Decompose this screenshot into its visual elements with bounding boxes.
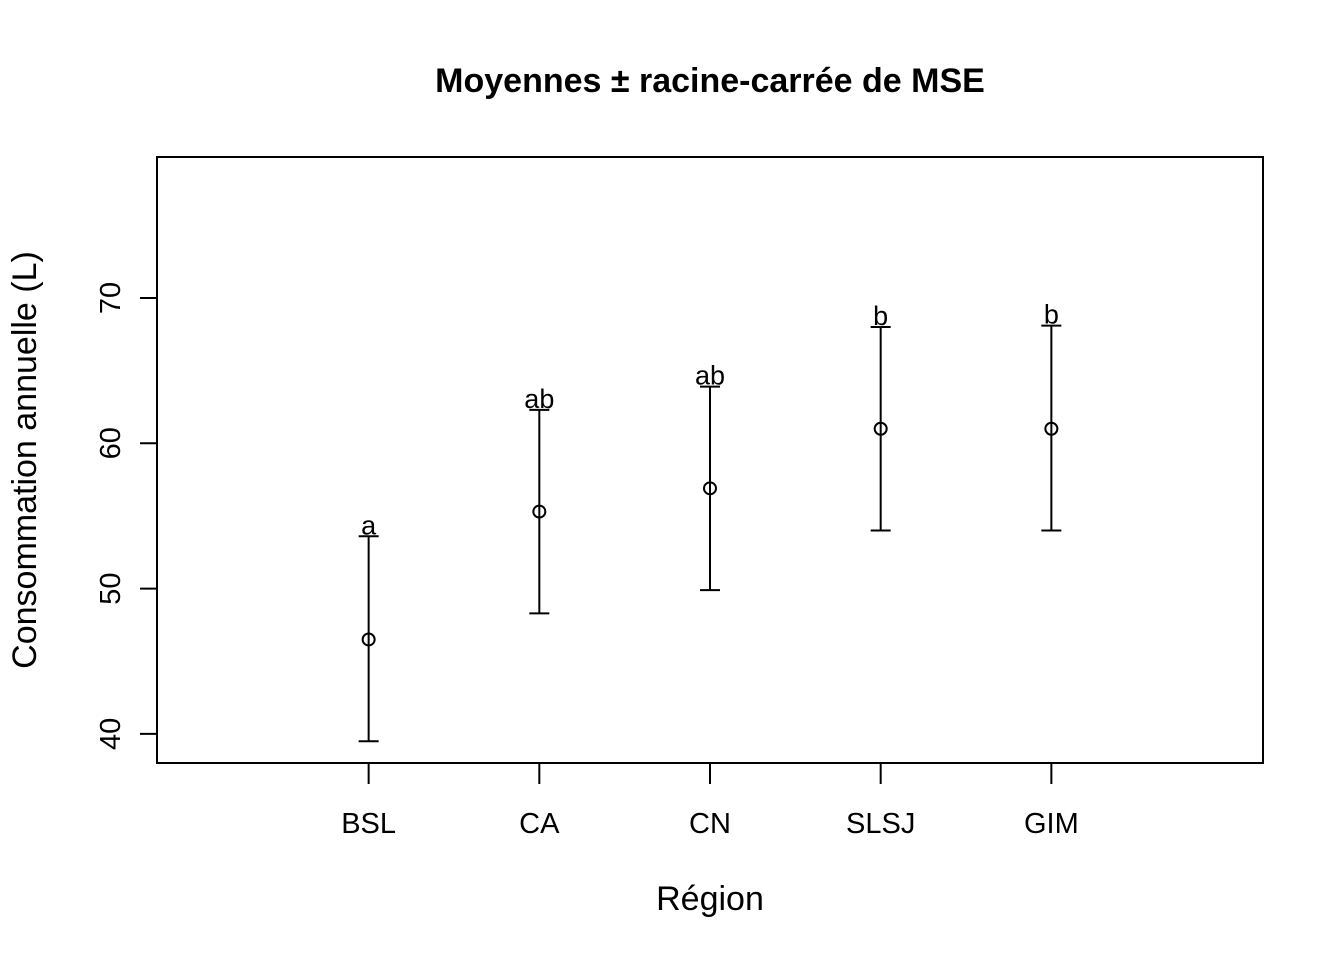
chart-title: Moyennes ± racine-carrée de MSE (435, 62, 985, 100)
y-tick-label: 60 (95, 427, 127, 459)
mean-point (532, 504, 547, 519)
error-bar-group: a (358, 510, 379, 743)
mean-point (1044, 421, 1059, 436)
group-letter-label: a (361, 510, 377, 540)
plot-marks: a ab ab b b (358, 300, 1062, 743)
y-tick-label: 50 (95, 572, 127, 604)
x-tick-label: CA (519, 808, 560, 840)
mean-point (361, 632, 376, 647)
x-axis: BSL CA CN SLSJ GIM (341, 762, 1079, 840)
y-axis: 40 50 60 70 (95, 282, 158, 750)
group-letter-label: b (1044, 300, 1059, 330)
error-bar-group: ab (695, 361, 725, 592)
x-tick-label: SLSJ (846, 808, 915, 840)
x-tick-label: BSL (341, 808, 396, 840)
error-bar-group: b (1041, 300, 1062, 532)
x-tick-label: CN (689, 808, 731, 840)
group-letter-label: ab (695, 361, 725, 391)
x-tick-label: GIM (1024, 808, 1079, 840)
mean-point (873, 421, 888, 436)
error-bar-group: ab (524, 384, 554, 615)
group-letter-label: b (873, 301, 888, 331)
group-letter-label: ab (524, 384, 554, 414)
y-tick-label: 40 (95, 718, 127, 750)
y-tick-label: 70 (95, 282, 127, 314)
mean-point (703, 481, 717, 496)
y-axis-label: Consommation annuelle (L) (6, 251, 44, 669)
x-axis-label: Région (656, 880, 764, 918)
error-bar-group: b (870, 301, 891, 532)
